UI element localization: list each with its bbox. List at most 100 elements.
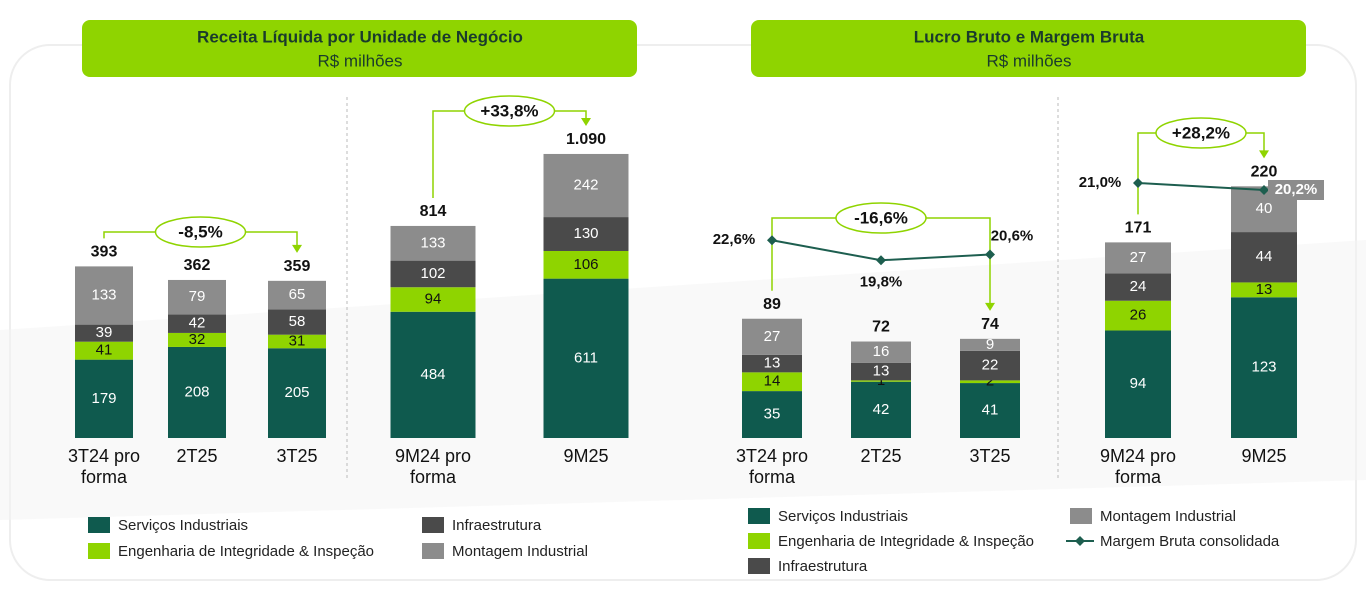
bar-segment [390,287,476,312]
chart-title: Lucro Bruto e Margem Bruta [914,27,1145,46]
bar-segment [1105,273,1171,301]
bracket [1246,132,1265,157]
total-label: 814 [420,203,447,220]
bar-segment [390,311,476,438]
segment-label: 14 [764,373,781,390]
total-label: 1.090 [566,131,606,148]
category-label: 9M24 pro forma [1099,446,1177,487]
bar-segment [742,372,802,392]
legend-label: Engenharia de Integridade & Inspeção [778,533,1034,550]
margin-marker [876,255,886,266]
segment-label: 42 [189,315,206,332]
bar-segment [960,338,1020,351]
bar-segment [543,217,629,251]
total-label: 74 [981,316,999,333]
legend-swatch [422,543,444,559]
bar-segment [1105,300,1171,331]
growth-badge [835,202,927,234]
margin-line [1137,182,1265,191]
segment-label: 31 [289,332,306,349]
bar-segment [168,346,226,438]
segment-label: 58 [289,313,306,330]
bracket [103,231,156,239]
bar-segment [390,225,476,261]
bar-segment [1105,330,1171,438]
growth-badge [463,95,556,127]
bar-segment [742,391,802,438]
category-label: 2T25 [860,446,902,466]
margin-marker [767,235,777,246]
x-tick-label: 3T24 pro forma [68,446,140,487]
segment-label: 106 [573,256,598,273]
bar-segment [851,380,911,382]
margin-label: 22,6% [713,231,756,248]
legend-label: Montagem Industrial [452,543,588,560]
segment-label: 65 [289,286,306,303]
bar-segment [168,314,226,333]
segment-label: 42 [873,401,890,418]
category-label: 3T25 [276,446,318,466]
background-shape [0,240,1366,520]
segment-label: 27 [1130,249,1147,266]
segment-label: 35 [764,406,781,423]
legend-label: Infraestrutura [452,517,542,534]
bar-segment [1231,282,1297,298]
legend-label: Serviços Industriais [778,508,908,525]
segment-label: 26 [1130,307,1147,324]
x-tick-label: 9M24 pro forma [394,446,472,487]
arrow-head [292,244,302,253]
margin-label: 19,8% [860,273,903,290]
legend-swatch [748,508,770,524]
legend-marker [1075,536,1085,546]
bar-segment [75,324,133,342]
segment-label: 611 [574,349,598,366]
segment-label: 179 [91,390,116,407]
margin-marker [1259,185,1269,195]
bar-segment [851,362,911,381]
bracket [771,217,836,291]
bracket [245,231,298,251]
total-label: 220 [1251,164,1278,181]
legend-label: Serviços Industriais [118,517,248,534]
bar-segment [543,250,629,279]
bar-segment [168,332,226,347]
margin-label: 20,6% [991,228,1034,245]
segment-label: 13 [873,363,890,380]
chart-title: Receita Líquida por Unidade de Negócio [197,27,523,46]
bar-segment [75,266,133,325]
total-label: 359 [284,258,311,275]
segment-label: 94 [425,290,442,307]
category-label: 9M24 pro forma [394,446,472,487]
legend-swatch [748,558,770,574]
title-box [82,20,637,77]
legend-swatch [1070,508,1092,524]
segment-label: 32 [189,331,206,348]
segment-label: 130 [573,225,598,242]
bar-segment [168,279,226,315]
growth-label: -16,6% [854,208,908,227]
segment-label: 41 [982,401,999,418]
bar-segment [1231,232,1297,283]
bar-segment [960,383,1020,438]
growth-badge [1155,117,1247,149]
growth-label: -8,5% [178,222,222,241]
segment-label: 24 [1130,278,1147,295]
growth-badge [154,216,247,248]
legend-swatch [748,533,770,549]
legend-swatch [422,517,444,533]
bar-segment [851,381,911,438]
segment-label: 94 [1130,375,1147,392]
total-label: 171 [1125,220,1152,237]
bar-segment [960,350,1020,381]
x-tick-label: 3T24 pro forma [736,446,808,487]
segment-label: 27 [764,328,781,345]
x-tick-label: 2T25 [176,446,217,466]
segment-label: 123 [1251,359,1276,376]
segment-label: 13 [764,355,781,372]
label-bg [1268,180,1324,200]
segment-label: 1 [877,372,885,389]
segment-label: 44 [1256,248,1273,265]
category-label: 3T25 [969,446,1011,466]
